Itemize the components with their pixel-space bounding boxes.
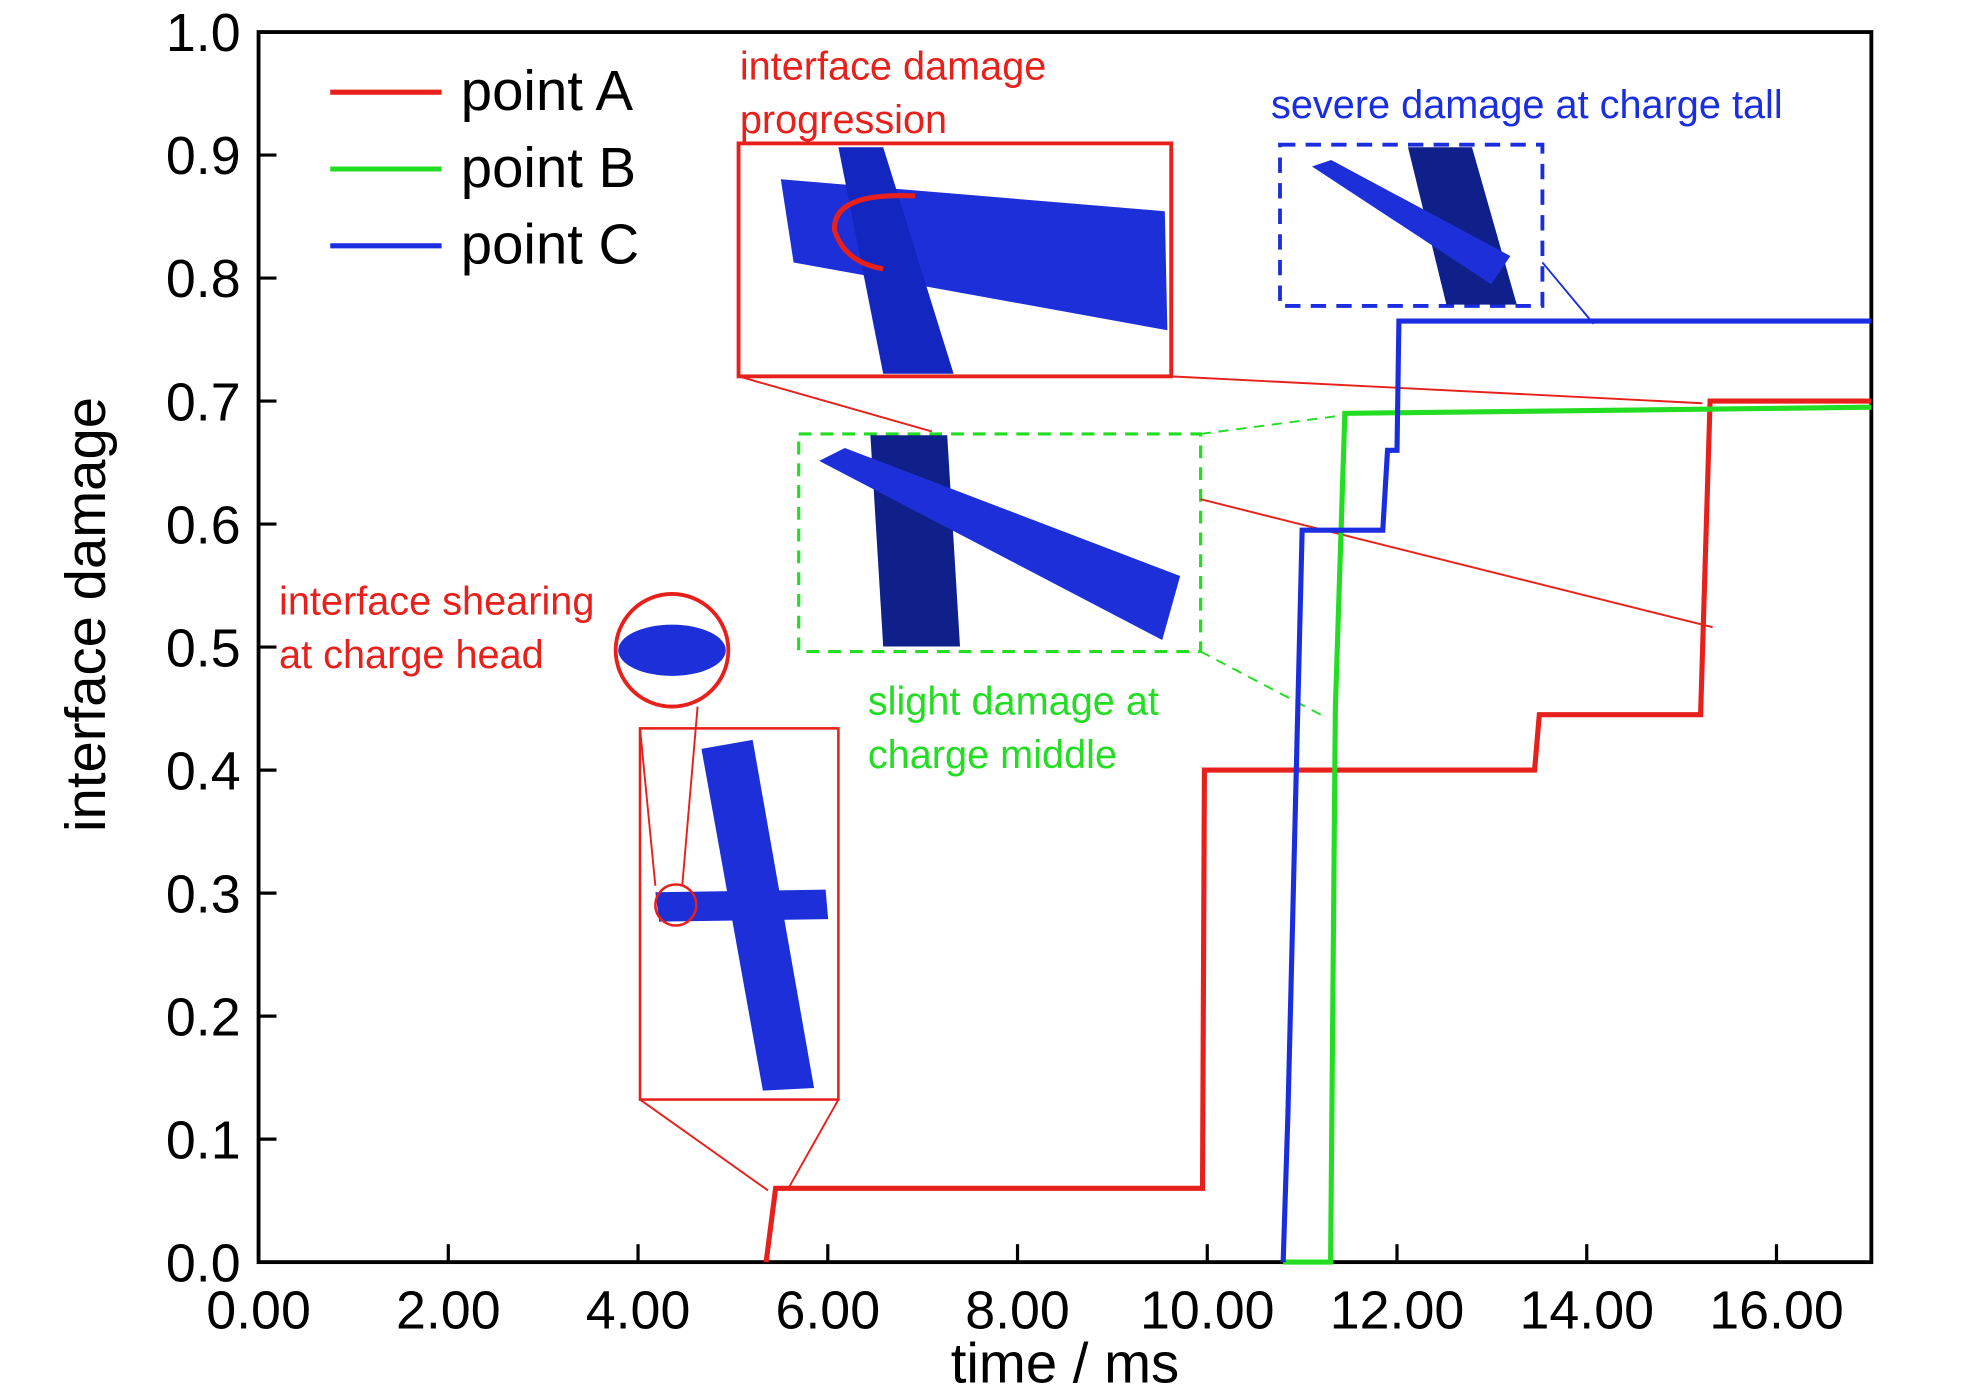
annotation: interface damage	[740, 44, 1047, 88]
y-tick-label: 0.7	[166, 372, 241, 432]
leader	[1171, 375, 1703, 405]
leader	[1200, 650, 1326, 718]
inset-shape	[831, 192, 916, 272]
legend-label: point A	[461, 59, 634, 122]
annotation: slight damage at	[868, 679, 1159, 723]
inset-shape	[1312, 160, 1511, 285]
leader	[1200, 498, 1713, 629]
annotation: at charge head	[279, 633, 544, 677]
y-tick-label: 0.0	[166, 1233, 241, 1293]
y-tick-label: 0.4	[166, 741, 241, 801]
x-tick-label: 14.00	[1519, 1281, 1654, 1341]
x-tick-label: 10.00	[1140, 1281, 1275, 1341]
series-line	[1280, 318, 1872, 1263]
x-tick-label: 16.00	[1709, 1281, 1844, 1341]
leader	[639, 728, 657, 886]
y-tick-label: 0.2	[166, 987, 241, 1047]
annotation: severe damage at charge tall	[1271, 83, 1783, 127]
insets	[613, 141, 1713, 1192]
x-tick-label: 2.00	[396, 1281, 501, 1341]
y-tick-label: 0.8	[166, 249, 241, 309]
x-tick-label: 0.00	[206, 1281, 311, 1341]
series-line	[1283, 404, 1872, 1265]
leader	[1541, 261, 1595, 325]
y-tick-label: 0.9	[166, 126, 241, 186]
x-tick-label: 6.00	[775, 1281, 880, 1341]
inset-shape	[654, 883, 698, 927]
leader	[639, 1098, 769, 1192]
y-axis-label: interface damage	[54, 397, 117, 832]
x-tick-label: 8.00	[965, 1281, 1070, 1341]
y-tick-label: 0.6	[166, 495, 241, 555]
annotation: progression	[740, 98, 947, 142]
leader	[786, 1099, 840, 1191]
annotation: charge middle	[868, 733, 1117, 777]
y-tick-label: 0.3	[166, 864, 241, 924]
y-tick-label: 1.0	[166, 3, 241, 63]
inset-shape	[819, 448, 1181, 641]
legend-label: point B	[461, 136, 636, 199]
leader	[738, 375, 933, 433]
x-tick-label: 12.00	[1330, 1281, 1465, 1341]
y-tick-label: 0.5	[166, 618, 241, 678]
leader	[681, 706, 699, 886]
legend-label: point C	[461, 213, 639, 276]
leader	[1200, 415, 1338, 435]
x-tick-label: 4.00	[586, 1281, 691, 1341]
inset-shape	[618, 624, 726, 676]
x-axis-label: time / ms	[951, 1331, 1179, 1394]
inset-shape	[655, 889, 829, 922]
y-tick-label: 0.1	[166, 1110, 241, 1170]
series-line	[763, 398, 1872, 1263]
annotation: interface shearing	[279, 579, 594, 623]
inset-shape	[838, 147, 954, 374]
